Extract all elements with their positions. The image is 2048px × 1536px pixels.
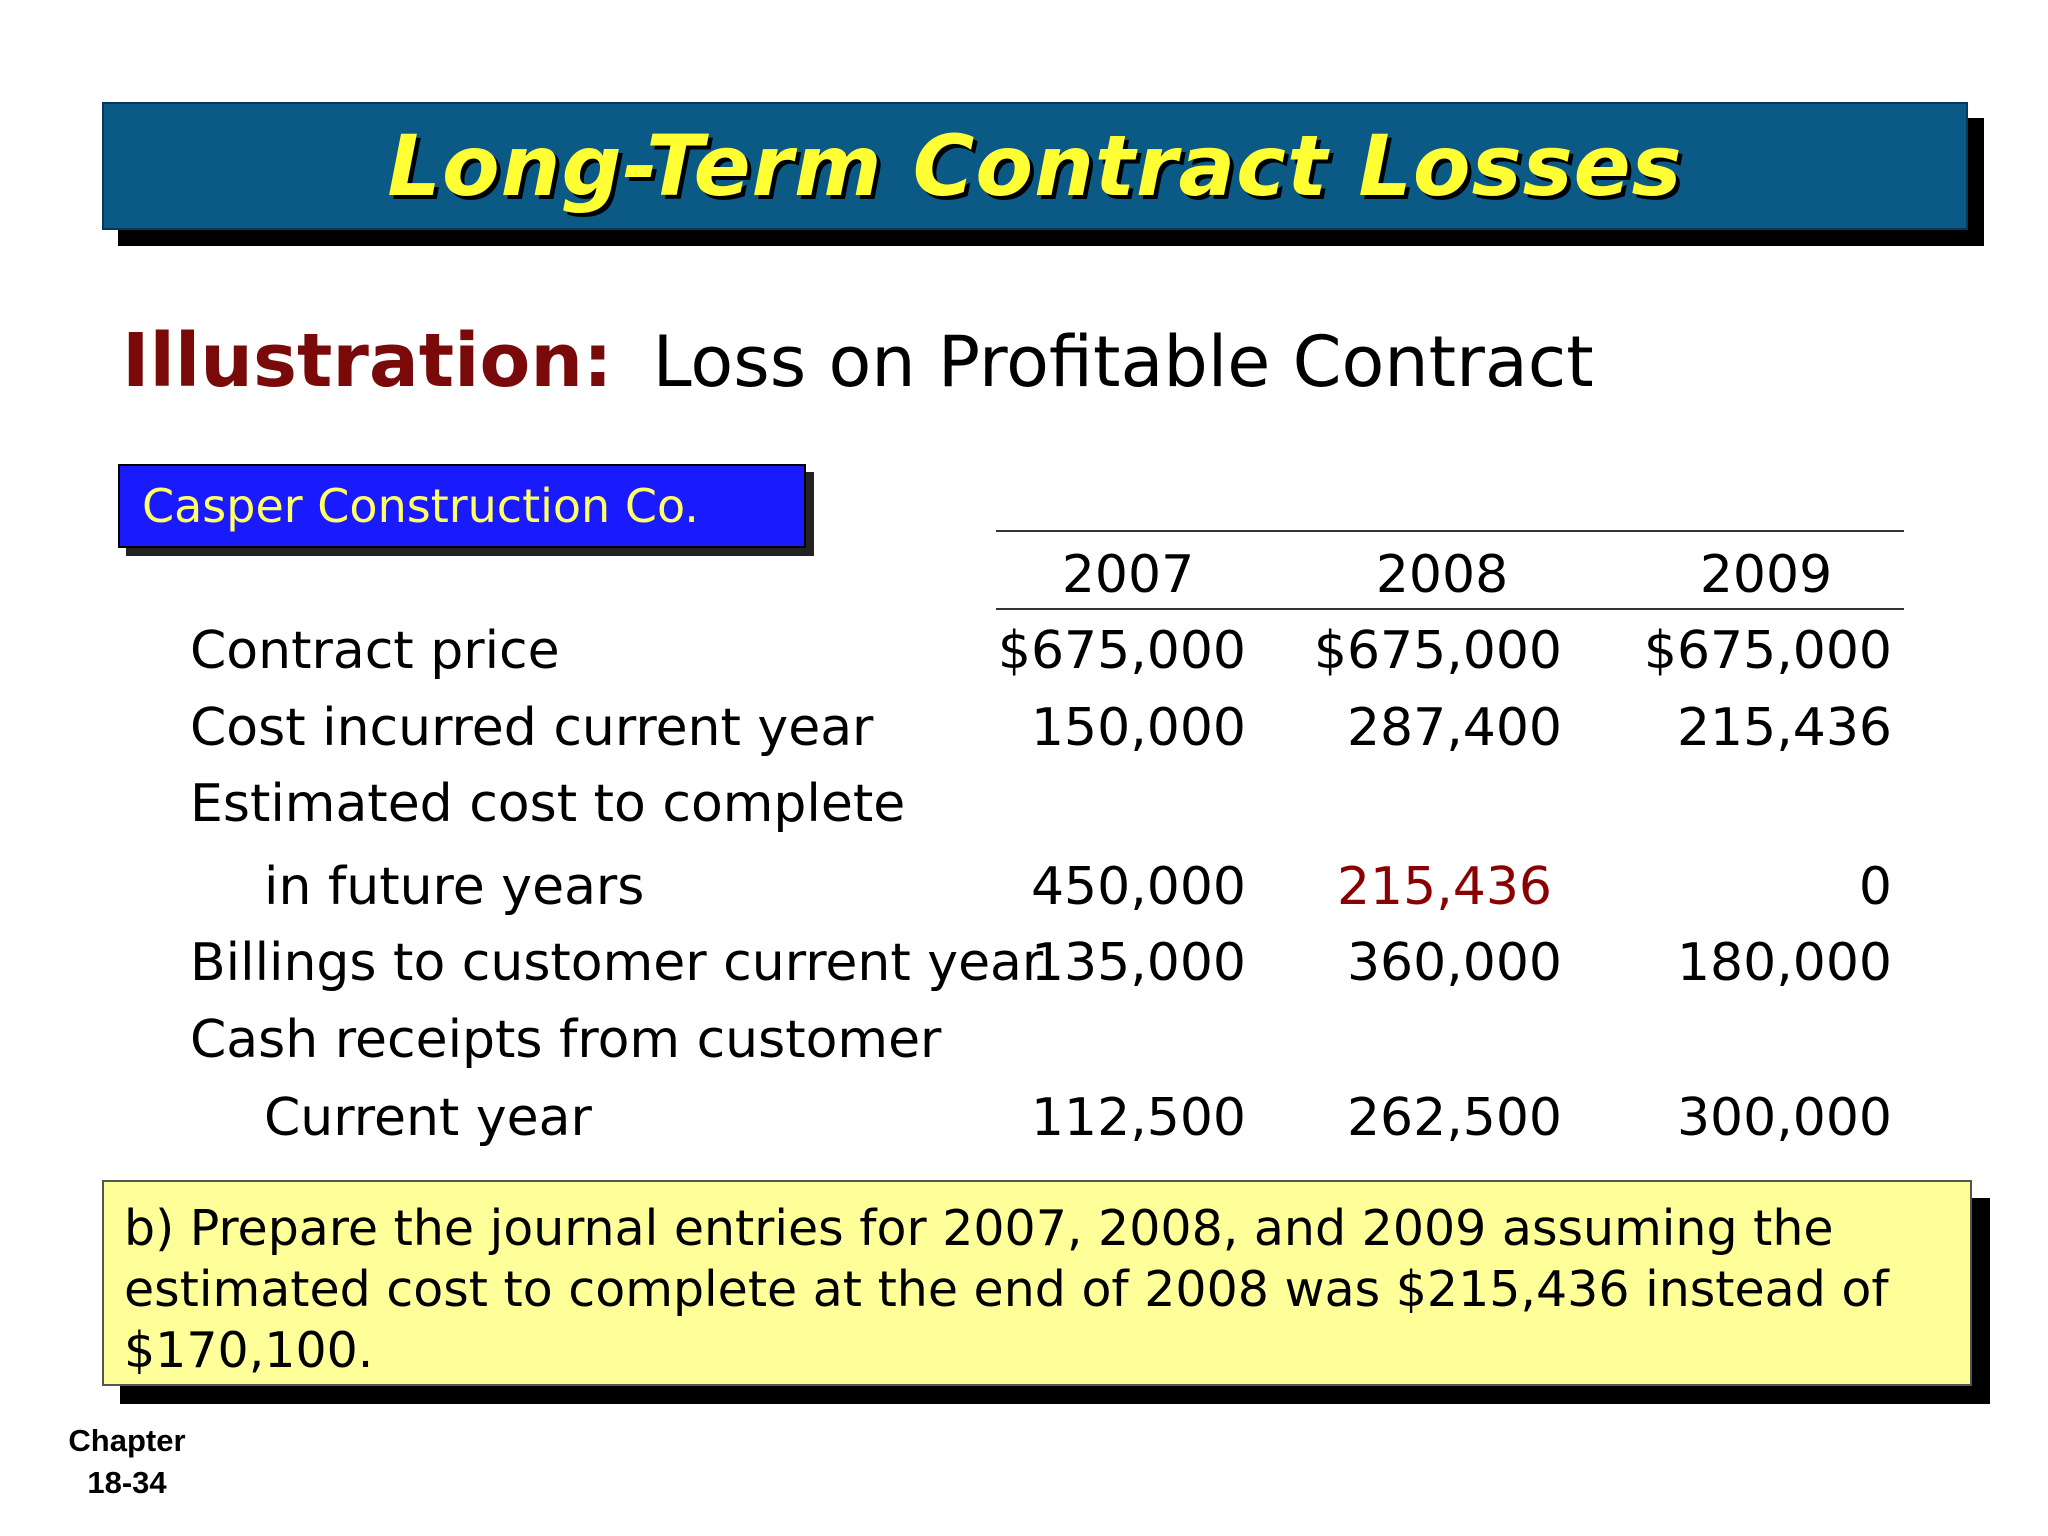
table-header-rule: [996, 608, 1904, 610]
year-header-2007: 2007: [1061, 545, 1195, 605]
table-cell: $675,000: [1643, 621, 1892, 681]
row-label-current-year: Current year: [264, 1088, 592, 1148]
table-cell: 287,400: [1346, 698, 1562, 758]
table-top-rule: [996, 530, 1904, 532]
row-label-cash-receipts: Cash receipts from customer: [190, 1010, 942, 1070]
page-number: 18-34: [87, 1465, 167, 1500]
row-label-future-years: in future years: [264, 857, 645, 917]
illustration-subtitle: Loss on Profitable Contract: [652, 321, 1594, 403]
row-label-contract-price: Contract price: [190, 621, 560, 681]
table-cell: 180,000: [1676, 933, 1892, 993]
row-label-cost-incurred: Cost incurred current year: [190, 698, 874, 758]
illustration-label: Illustration:: [122, 318, 613, 404]
instruction-box: b) Prepare the journal entries for 2007,…: [102, 1180, 1972, 1386]
illustration-heading: Illustration: Loss on Profitable Contrac…: [122, 318, 1594, 404]
title-bar: Long-Term Contract Losses: [102, 102, 1968, 230]
table-cell: 262,500: [1346, 1088, 1562, 1148]
instruction-text: b) Prepare the journal entries for 2007,…: [124, 1200, 1889, 1379]
table-cell: 0: [1858, 857, 1892, 917]
table-cell: 300,000: [1676, 1088, 1892, 1148]
chapter-label: Chapter: [68, 1423, 186, 1458]
year-header-2008: 2008: [1375, 545, 1509, 605]
table-cell-highlighted: 215,436: [1336, 857, 1552, 917]
table-cell: 360,000: [1346, 933, 1562, 993]
table-cell: $675,000: [1313, 621, 1562, 681]
company-name: Casper Construction Co.: [142, 479, 699, 533]
company-box: Casper Construction Co.: [118, 464, 806, 548]
table-cell: 450,000: [1030, 857, 1246, 917]
table-cell: $675,000: [997, 621, 1246, 681]
row-label-estimated-cost: Estimated cost to complete: [190, 774, 906, 834]
table-cell: 215,436: [1676, 698, 1892, 758]
chapter-footer: Chapter 18-34: [62, 1420, 192, 1504]
table-cell: 135,000: [1030, 933, 1246, 993]
row-label-billings: Billings to customer current year: [190, 933, 1044, 993]
table-cell: 150,000: [1030, 698, 1246, 758]
table-cell: 112,500: [1030, 1088, 1246, 1148]
slide-title: Long-Term Contract Losses: [387, 117, 1683, 215]
year-header-2009: 2009: [1699, 545, 1833, 605]
